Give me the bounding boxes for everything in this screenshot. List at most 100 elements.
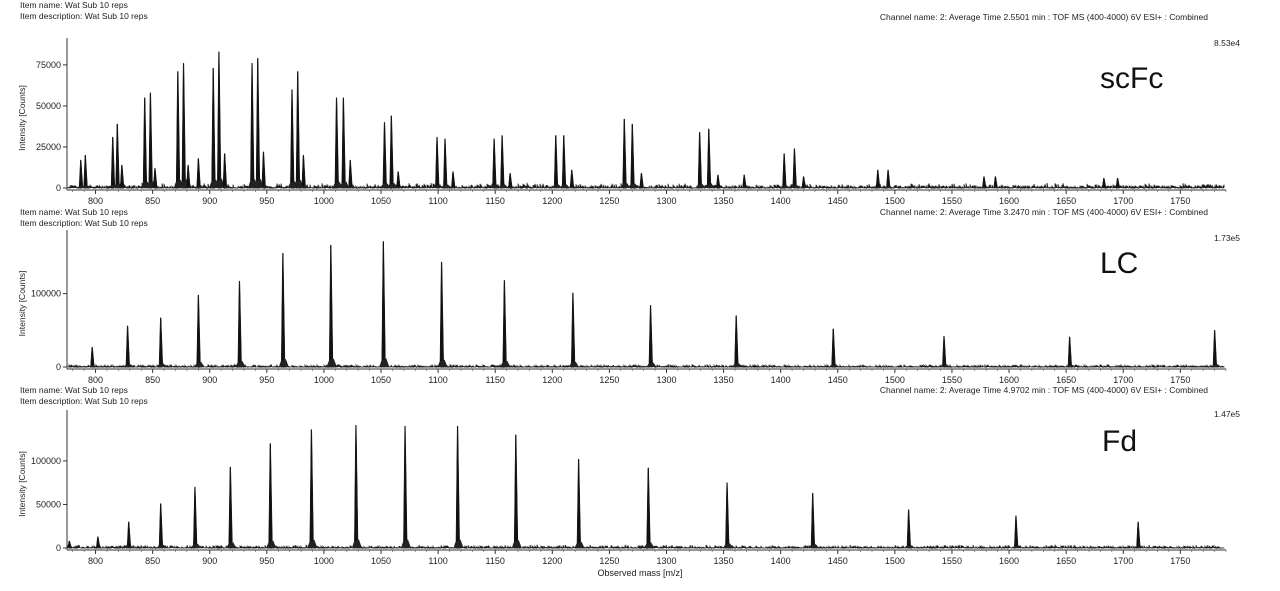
y-tick-label: 50000: [36, 499, 61, 509]
spectrum-peak: [196, 158, 201, 189]
peak-shoulder: [299, 185, 310, 188]
spectrum-peak: [697, 131, 703, 189]
y-tick-label: 0: [56, 183, 61, 193]
peak-shoulder: [732, 363, 743, 367]
peak-shoulder: [156, 363, 167, 367]
peak-shoulder: [326, 358, 337, 367]
spectrum-peak: [734, 315, 739, 368]
x-tick-label: 900: [202, 375, 217, 385]
peak-shoulder: [740, 187, 751, 188]
peak-shoulder: [646, 362, 657, 367]
x-tick-label: 1100: [428, 196, 447, 206]
x-tick-label: 1650: [1056, 375, 1076, 385]
spectrum-peak: [875, 169, 881, 189]
peak-shoulder: [904, 545, 915, 548]
item-name: Item name: Wat Sub 10 reps: [20, 385, 128, 395]
x-tick-label: 1300: [656, 196, 676, 206]
x-tick-label: 1350: [714, 196, 734, 206]
spectrum-peak: [646, 467, 651, 549]
peak-shoulder: [1099, 187, 1110, 188]
spectrum-peak: [403, 425, 408, 549]
spectrum-peak: [290, 89, 295, 189]
spectrum-peak: [389, 115, 394, 189]
x-tick-label: 1100: [428, 375, 447, 385]
x-tick-label: 850: [145, 556, 160, 566]
spectrum-peak: [396, 171, 401, 189]
x-tick-label: 950: [259, 375, 274, 385]
spectrum-peak: [1212, 330, 1218, 368]
spectrum-peak: [186, 164, 191, 189]
spectrum-peak: [831, 328, 836, 368]
y-tick-label: 0: [56, 543, 61, 553]
peak-shoulder: [1113, 187, 1124, 188]
x-tick-label: 1550: [942, 196, 962, 206]
spectrum-label: LC: [1100, 247, 1139, 280]
peak-shoulder: [506, 186, 517, 188]
spectrum-peak: [1067, 336, 1073, 368]
spectrum-peak: [513, 434, 519, 549]
peak-shoulder: [453, 539, 464, 548]
peak-shoulder: [873, 186, 884, 188]
spectrum-peak: [222, 153, 228, 189]
spectrum-peak: [153, 168, 158, 189]
x-tick-label: 1350: [714, 556, 734, 566]
spectrum-peak: [255, 58, 261, 189]
baseline-noise: [67, 182, 1225, 190]
peak-shoulder: [704, 183, 715, 188]
peak-shoulder: [991, 187, 1002, 188]
spectrum-peak: [125, 325, 130, 368]
spectrum-peak: [250, 63, 255, 189]
peak-shoulder: [1065, 364, 1076, 367]
peak-shoulder: [637, 186, 648, 188]
peak-shoulder: [117, 186, 128, 188]
x-tick-label: 1650: [1056, 196, 1076, 206]
x-tick-label: 1200: [542, 556, 562, 566]
spectrum-peak: [553, 135, 559, 189]
spectrum-peak: [228, 466, 233, 549]
spectrum-peak: [630, 123, 635, 189]
spectrum-peak: [382, 122, 387, 189]
spectrum-peak: [217, 51, 222, 189]
peak-shoulder: [332, 181, 343, 188]
x-tick-label: 1200: [542, 196, 562, 206]
peak-shoulder: [194, 361, 205, 367]
x-tick-label: 1750: [1170, 556, 1190, 566]
spectrum-peak: [715, 174, 721, 189]
x-tick-label: 1150: [486, 375, 505, 385]
spectrum-peak: [742, 174, 747, 189]
y-tick-label: 50000: [36, 101, 61, 111]
channel-name: Channel name: 2: Average Time 2.5501 min…: [879, 12, 1208, 22]
peak-shoulder: [1210, 364, 1221, 367]
peak-shoulder: [884, 186, 895, 188]
peak-shoulder: [979, 187, 990, 188]
x-tick-label: 1000: [314, 196, 334, 206]
x-tick-label: 1150: [486, 196, 505, 206]
spectrum-peak: [886, 169, 891, 189]
x-tick-label: 1600: [999, 556, 1019, 566]
x-tick-label: 1400: [771, 196, 791, 206]
peak-shoulder: [351, 539, 362, 548]
y-axis-label: Intensity [Counts]: [17, 85, 27, 151]
scale-factor: 1.73e5: [1214, 233, 1240, 243]
peak-shoulder: [695, 184, 706, 188]
peak-shoulder: [194, 185, 205, 188]
spectrum-peak: [906, 509, 912, 549]
peak-shoulder: [88, 365, 99, 367]
spectrum-peak: [181, 63, 186, 189]
spectrum-peak: [175, 71, 181, 189]
spectrum-peak: [354, 424, 359, 549]
peak-shoulder: [150, 186, 161, 188]
peak-shoulder: [628, 183, 639, 188]
spectrum-peak: [295, 71, 301, 189]
item-info: Item name: Wat Sub 10 reps Item descript…: [20, 385, 148, 407]
spectrum-peak: [439, 261, 444, 368]
spectrum-peak: [83, 154, 88, 189]
y-tick-label: 0: [56, 362, 61, 372]
peak-shoulder: [551, 184, 562, 188]
x-tick-label: 1750: [1170, 196, 1190, 206]
x-tick-label: 1400: [771, 375, 791, 385]
peak-shoulder: [259, 185, 270, 188]
spectrum-peak: [639, 172, 644, 189]
x-tick-label: 850: [145, 196, 160, 206]
spectrum-panel-2: Item name: Wat Sub 10 reps Item descript…: [0, 207, 1280, 383]
